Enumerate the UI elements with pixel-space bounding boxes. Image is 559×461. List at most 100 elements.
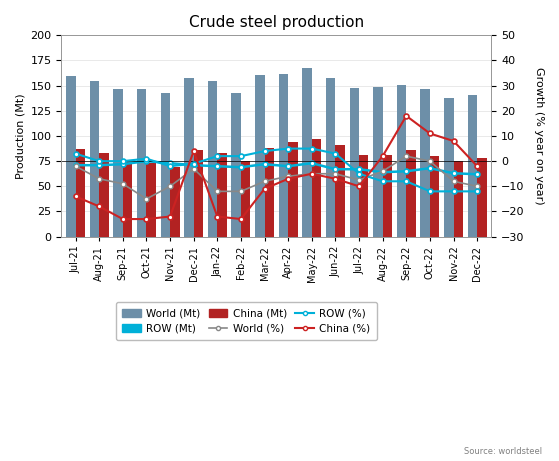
Bar	[137, 89, 146, 236]
Bar	[208, 81, 217, 236]
World (%)	[474, 183, 481, 189]
ROW (%)	[450, 189, 457, 194]
ROW (%)	[96, 159, 102, 164]
China (%)	[356, 183, 362, 189]
Bar	[170, 167, 179, 236]
ROW (Mt)	[261, 161, 268, 167]
ROW (Mt)	[450, 171, 457, 176]
ROW (%)	[167, 164, 173, 169]
Legend: World (Mt), ROW (Mt), China (Mt), World (%), ROW (%), China (%): World (Mt), ROW (Mt), China (Mt), World …	[116, 302, 377, 340]
Bar	[430, 156, 439, 236]
ROW (%)	[332, 151, 339, 156]
Y-axis label: Production (Mt): Production (Mt)	[15, 93, 25, 179]
ROW (%)	[285, 146, 292, 151]
ROW (%)	[214, 154, 221, 159]
ROW (Mt)	[332, 166, 339, 172]
ROW (%)	[72, 151, 79, 156]
China (%)	[261, 186, 268, 192]
Bar	[217, 153, 227, 236]
China (%)	[96, 204, 102, 209]
ROW (Mt)	[380, 170, 386, 175]
China (%)	[427, 131, 433, 136]
Bar	[184, 77, 193, 236]
ROW (%)	[380, 178, 386, 184]
ROW (Mt)	[427, 165, 433, 171]
Line: ROW (%): ROW (%)	[73, 146, 480, 194]
China (%)	[72, 194, 79, 199]
ROW (%)	[238, 154, 244, 159]
ROW (%)	[427, 189, 433, 194]
ROW (Mt)	[356, 166, 362, 172]
ROW (Mt)	[120, 161, 126, 167]
ROW (Mt)	[167, 160, 173, 166]
Bar	[66, 76, 75, 236]
Bar	[255, 75, 264, 236]
Bar	[113, 89, 123, 236]
Bar	[99, 153, 108, 236]
World (%)	[332, 171, 339, 177]
World (%)	[261, 178, 268, 184]
China (%)	[474, 164, 481, 169]
Bar	[420, 89, 430, 236]
Bar	[335, 145, 345, 236]
Bar	[397, 85, 406, 236]
Bar	[359, 155, 368, 236]
ROW (%)	[356, 171, 362, 177]
Bar	[312, 139, 321, 236]
World (%)	[450, 178, 457, 184]
World (%)	[309, 171, 315, 177]
China (%)	[143, 216, 150, 222]
China (%)	[403, 113, 410, 118]
ROW (Mt)	[309, 160, 315, 166]
Bar	[468, 95, 477, 236]
China (%)	[309, 171, 315, 177]
Bar	[288, 142, 297, 236]
China (%)	[120, 216, 126, 222]
Bar	[123, 162, 132, 236]
ROW (Mt)	[474, 171, 481, 177]
Bar	[406, 150, 416, 236]
World (%)	[143, 196, 150, 201]
World (%)	[356, 177, 362, 183]
Line: ROW (Mt): ROW (Mt)	[73, 159, 480, 177]
China (%)	[190, 148, 197, 154]
China (%)	[214, 214, 221, 219]
Bar	[193, 150, 203, 236]
World (%)	[380, 168, 386, 174]
World (%)	[190, 166, 197, 171]
Bar	[279, 74, 288, 236]
ROW (Mt)	[96, 162, 102, 168]
ROW (Mt)	[238, 165, 244, 170]
World (%)	[72, 164, 79, 169]
Line: World (%): World (%)	[73, 154, 480, 201]
ROW (%)	[309, 146, 315, 151]
Line: China (%): China (%)	[73, 113, 480, 221]
Bar	[264, 148, 274, 236]
ROW (%)	[261, 148, 268, 154]
Bar	[373, 87, 383, 236]
Bar	[477, 158, 486, 236]
Bar	[241, 161, 250, 236]
Bar	[231, 93, 241, 236]
Text: Source: worldsteel: Source: worldsteel	[464, 447, 542, 456]
ROW (Mt)	[72, 162, 79, 168]
ROW (%)	[403, 178, 410, 184]
World (%)	[120, 181, 126, 187]
Title: Crude steel production: Crude steel production	[189, 15, 364, 30]
Bar	[326, 77, 335, 236]
World (%)	[96, 176, 102, 182]
China (%)	[167, 214, 173, 219]
Bar	[160, 93, 170, 236]
ROW (Mt)	[143, 159, 150, 164]
Bar	[90, 81, 99, 236]
Bar	[146, 163, 156, 236]
China (%)	[450, 138, 457, 144]
World (%)	[167, 183, 173, 189]
ROW (Mt)	[285, 164, 292, 169]
World (%)	[403, 154, 410, 159]
China (%)	[380, 154, 386, 159]
ROW (Mt)	[214, 164, 221, 169]
World (%)	[285, 173, 292, 179]
World (%)	[238, 189, 244, 194]
ROW (%)	[143, 156, 150, 161]
